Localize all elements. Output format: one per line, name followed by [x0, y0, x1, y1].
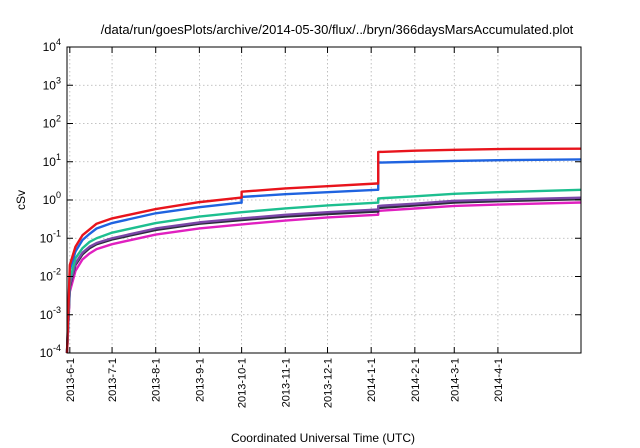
chart-title: /data/run/goesPlots/archive/2014-05-30/f…: [101, 22, 574, 37]
series-line: [65, 201, 582, 354]
series-line: [65, 188, 582, 354]
y-tick-label: 10-3: [40, 305, 61, 322]
y-tick-label: 104: [43, 37, 61, 54]
x-tick-label: 2013-8-1: [151, 358, 163, 402]
y-axis-ticks: 10-4 10-3 10-2 10-1 100 101 102 103 104: [40, 37, 581, 360]
x-tick-label: 2013-6-1: [65, 358, 77, 402]
series-line: [65, 197, 582, 354]
x-tick-label: 2013-7-1: [107, 358, 119, 402]
y-tick-label: 100: [43, 190, 61, 207]
x-tick-label: 2013-11-1: [280, 358, 292, 407]
y-axis-label: cSv: [14, 190, 28, 210]
x-tick-label: 2014-2-1: [410, 358, 422, 402]
x-tick-label: 2014-3-1: [449, 358, 461, 402]
y-tick-label: 101: [43, 152, 61, 169]
x-tick-label: 2013-12-1: [323, 358, 335, 408]
x-tick-label: 2014-1-1: [366, 358, 378, 402]
y-tick-label: 10-2: [40, 267, 61, 284]
x-tick-label: 2013-10-1: [237, 358, 249, 408]
series-line: [65, 196, 582, 354]
series-lines: [65, 147, 582, 354]
y-tick-label: 103: [43, 75, 61, 92]
series-line: [65, 147, 582, 354]
series-line: [65, 158, 582, 354]
y-tick-label: 102: [43, 114, 61, 131]
y-tick-label: 10-4: [40, 343, 61, 360]
x-tick-label: 2013-9-1: [194, 358, 206, 402]
x-axis-label: Coordinated Universal Time (UTC): [231, 431, 415, 445]
x-axis-ticks: 2013-6-1 2013-7-1 2013-8-1 2013-9-1 2013-10-…: [65, 47, 505, 408]
x-tick-label: 2014-4-1: [493, 358, 505, 402]
y-tick-label: 10-1: [40, 228, 61, 245]
